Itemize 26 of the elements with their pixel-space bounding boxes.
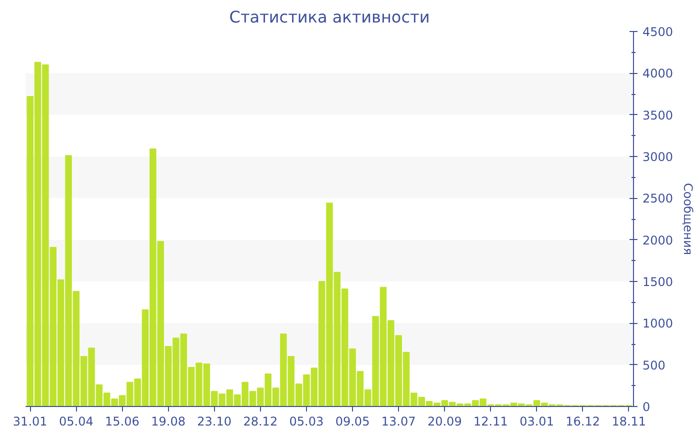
x-tick-label: 12.11 bbox=[474, 414, 508, 428]
y-tick-label: 3000 bbox=[642, 150, 674, 164]
y-tick-label: 500 bbox=[642, 358, 666, 372]
x-tick-label: 05.04 bbox=[58, 414, 94, 428]
x-tick-label: 20.09 bbox=[427, 414, 462, 428]
x-tick-label: 31.01 bbox=[12, 414, 48, 428]
y-tick-label: 2500 bbox=[642, 192, 674, 206]
y-tick-label: 1000 bbox=[642, 316, 674, 331]
y-tick-label: 1500 bbox=[642, 275, 674, 289]
y-tick-label: 3500 bbox=[642, 108, 674, 122]
y-axis-title: Сообщения bbox=[681, 182, 696, 256]
x-tick-label: 13.07 bbox=[381, 414, 416, 428]
y-tick-label: 2000 bbox=[642, 233, 674, 248]
x-tick-label: 05.03 bbox=[289, 414, 324, 428]
x-tick-label: 03.01 bbox=[520, 414, 554, 428]
x-tick-label: 09.05 bbox=[335, 414, 370, 428]
y-tick-label: 0 bbox=[642, 400, 650, 414]
x-tick-label: 23.10 bbox=[197, 414, 232, 428]
y-tick-label: 4000 bbox=[642, 66, 674, 81]
x-tick-label: 15.06 bbox=[105, 414, 140, 428]
x-tick-label: 16.12 bbox=[566, 414, 600, 428]
x-tick-label: 28.12 bbox=[243, 414, 278, 428]
y-tick-label: 4500 bbox=[642, 25, 674, 39]
x-tick-label: 18.11 bbox=[612, 414, 646, 428]
chart-title: Статистика активности bbox=[229, 8, 430, 26]
x-tick-label: 19.08 bbox=[151, 414, 186, 428]
